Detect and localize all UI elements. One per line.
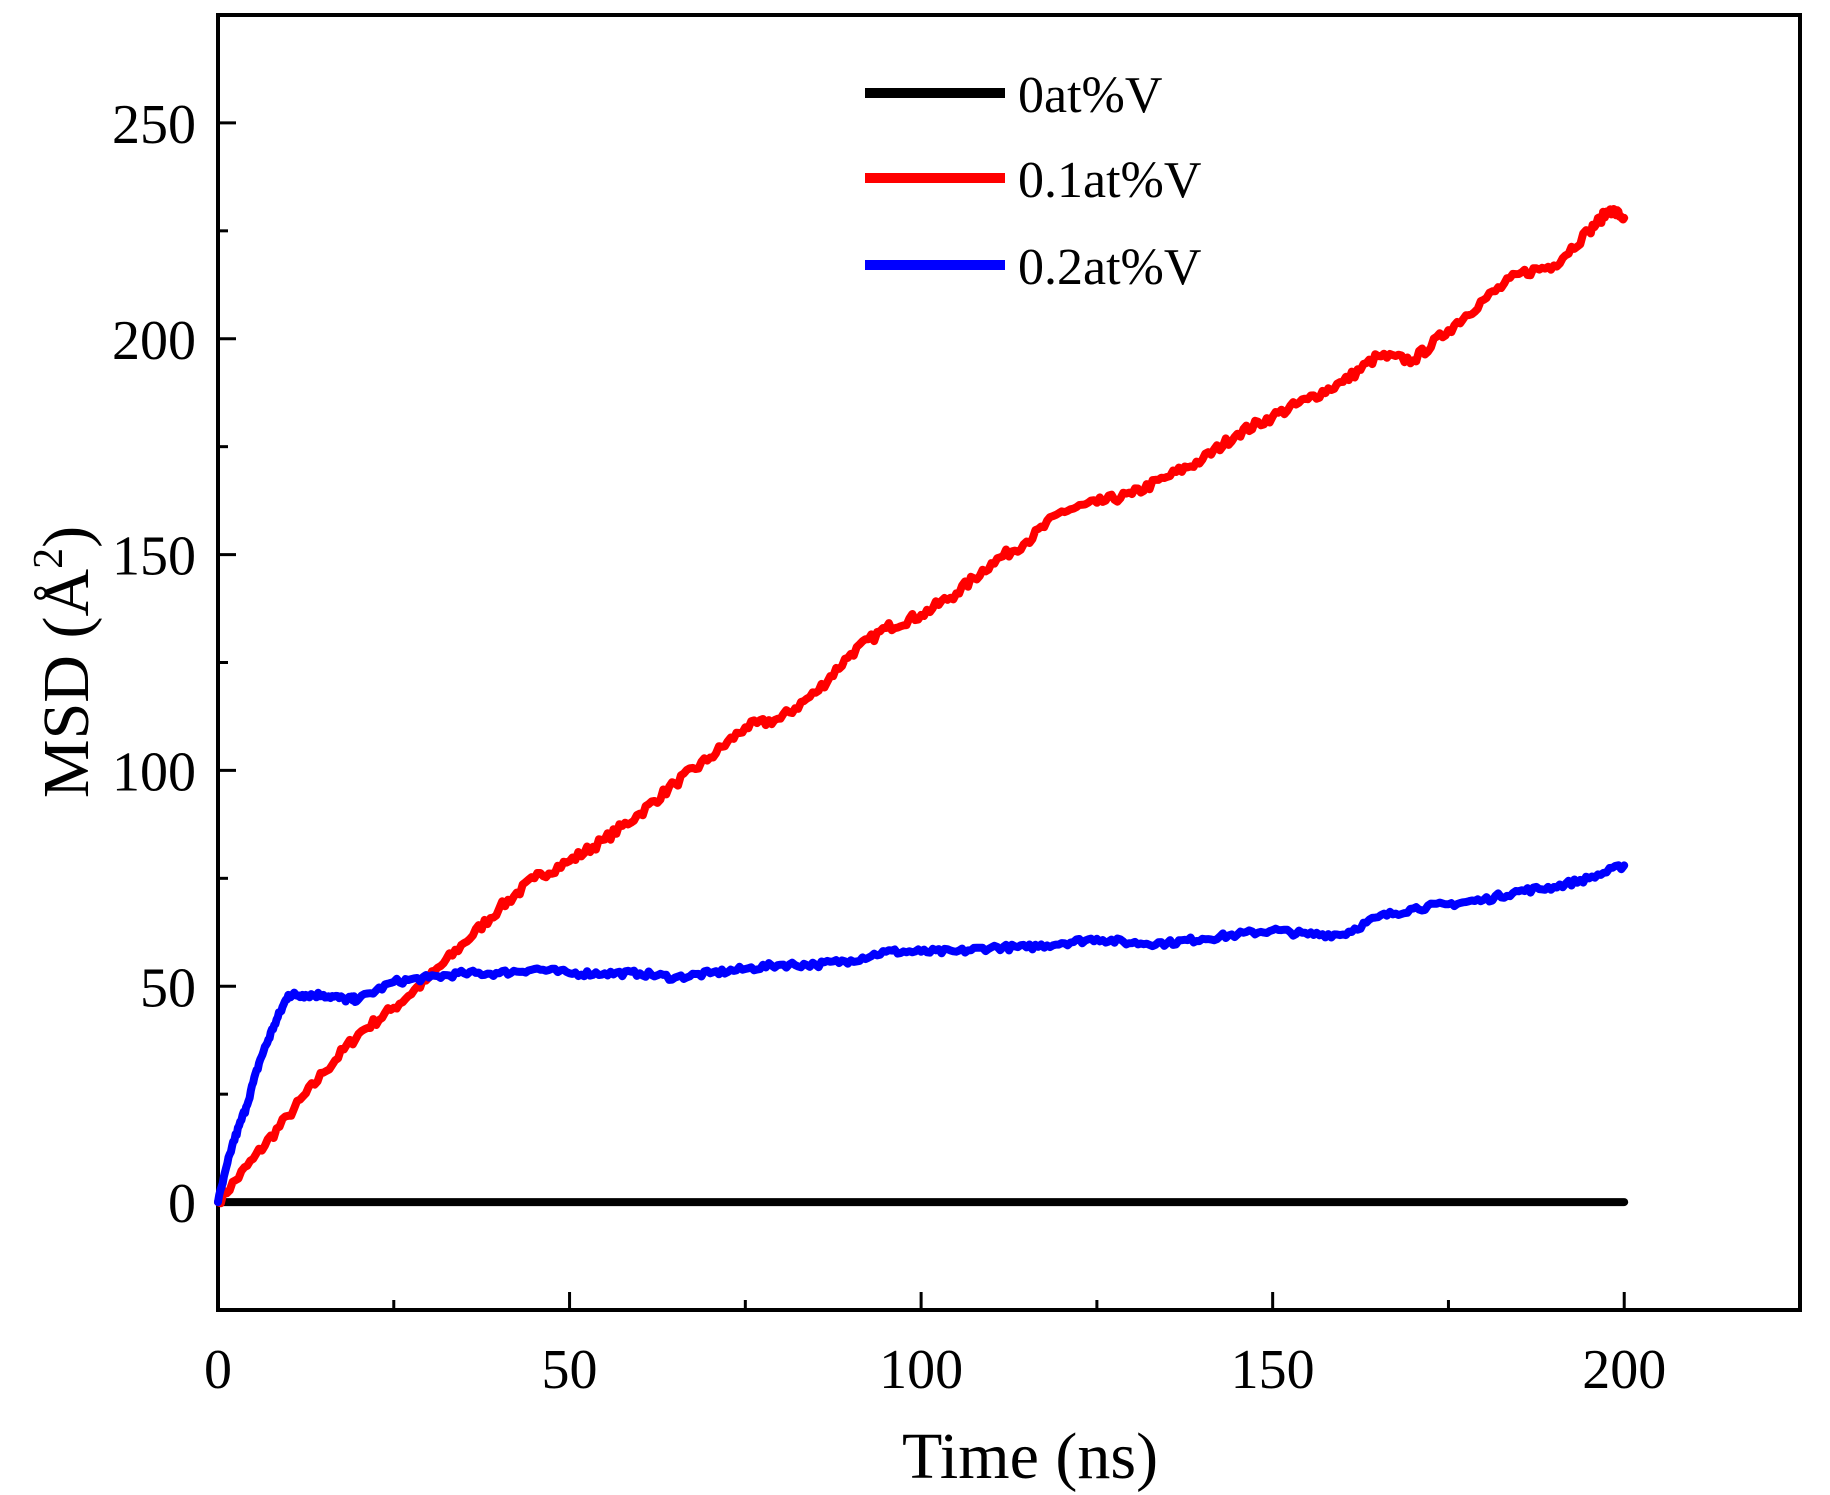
y-tick-label: 100 bbox=[112, 741, 196, 803]
legend-label-0-1at: 0.1at%V bbox=[1018, 152, 1201, 209]
x-tick-label: 50 bbox=[542, 1339, 598, 1401]
x-tick-label: 200 bbox=[1582, 1339, 1666, 1401]
legend-label-0at: 0at%V bbox=[1018, 67, 1162, 124]
x-axis-label: Time (ns) bbox=[902, 1420, 1158, 1493]
x-tick-label: 150 bbox=[1231, 1339, 1315, 1401]
y-tick-label: 150 bbox=[112, 526, 196, 588]
y-tick-label: 50 bbox=[140, 957, 196, 1019]
x-tick-label: 100 bbox=[879, 1339, 963, 1401]
series-lines bbox=[214, 205, 1629, 1208]
series-line-0-2at bbox=[214, 861, 1629, 1207]
y-axis-label-close: ) bbox=[30, 526, 103, 548]
y-tick-label: 0 bbox=[168, 1173, 196, 1235]
legend: 0at%V 0.1at%V 0.2at%V bbox=[865, 67, 1201, 296]
y-tick-label: 200 bbox=[112, 310, 196, 372]
y-ticks: 0 50 100 150 200 250 bbox=[112, 13, 236, 1312]
y-axis-label-superscript: 2 bbox=[26, 548, 72, 569]
series-line-0-1at bbox=[214, 205, 1629, 1208]
y-axis-label-main: MSD (Å bbox=[30, 569, 103, 799]
x-tick-label: 0 bbox=[204, 1339, 232, 1401]
legend-label-0-2at: 0.2at%V bbox=[1018, 239, 1201, 296]
plot-frame bbox=[216, 13, 1802, 1312]
y-tick-label: 250 bbox=[112, 94, 196, 156]
y-axis-label: MSD (Å2) bbox=[26, 526, 103, 798]
x-ticks: 0 50 100 150 200 bbox=[204, 1292, 1666, 1401]
